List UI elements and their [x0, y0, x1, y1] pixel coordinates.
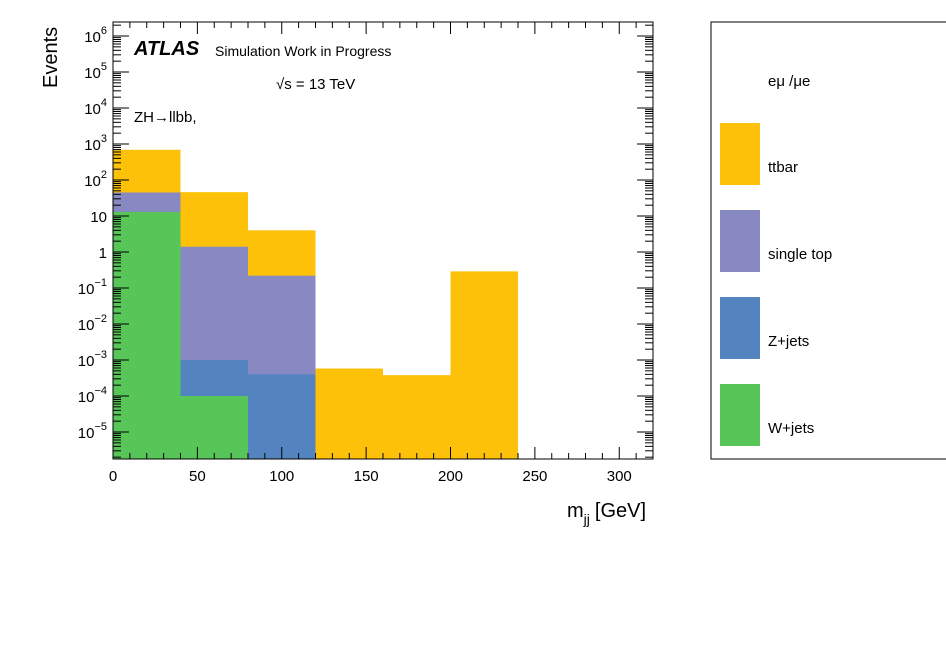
x-axis-label: mjj [GeV] — [567, 500, 646, 527]
y-tick-label: 103 — [84, 133, 107, 154]
y-tick-label: 106 — [84, 25, 107, 46]
x-tick-label: 0 — [109, 468, 117, 485]
x-tick-label: 250 — [522, 468, 547, 485]
bar-ttbar-bin-5 — [450, 271, 518, 459]
y-tick-label: 10−5 — [78, 421, 107, 442]
bar-w-jets-bin-0 — [113, 211, 181, 459]
y-tick-label: 1 — [99, 245, 107, 262]
legend-label-z-jets: Z+jets — [768, 333, 809, 350]
x-tick-label: 300 — [607, 468, 632, 485]
axes: 0 50 100 150 200 250 30010610510410310210110−1… — [78, 22, 654, 485]
legend-label-w-jets: W+jets — [768, 420, 814, 437]
y-tick-label: 102 — [84, 169, 107, 190]
x-tick-label: 50 — [189, 468, 206, 485]
bar-ttbar-bin-3 — [315, 368, 383, 459]
status-label: Simulation Work in Progress — [215, 43, 391, 59]
y-axis-label: Events — [40, 27, 62, 88]
x-tick-label: 100 — [269, 468, 294, 485]
legend: eμ /μe ttbar single top Z+jets W+jets — [710, 21, 946, 460]
y-tick-label: 10−1 — [78, 277, 107, 298]
legend-header: eμ /μe — [768, 73, 810, 90]
atlas-label: ATLAS — [133, 38, 200, 60]
bar-z-jets-bin-2 — [248, 374, 316, 459]
y-tick-label: 10−3 — [78, 349, 107, 370]
y-tick-label: 104 — [84, 97, 107, 118]
bar-ttbar-bin-4 — [383, 375, 451, 459]
legend-label-ttbar: ttbar — [768, 159, 798, 176]
energy-label: √s = 13 TeV — [276, 76, 355, 93]
histogram-bars — [113, 149, 518, 459]
x-tick-label: 150 — [354, 468, 379, 485]
legend-swatch-z-jets — [720, 297, 760, 359]
y-tick-label: 10−2 — [78, 313, 107, 334]
y-tick-label: 10−4 — [78, 385, 107, 406]
process-label: ZH→llbb, — [134, 109, 197, 126]
legend-swatch-single-top — [720, 210, 760, 272]
y-tick-label: 105 — [84, 61, 107, 82]
x-tick-label: 200 — [438, 468, 463, 485]
y-tick-label: 10 — [90, 209, 107, 226]
legend-swatch-w-jets — [720, 384, 760, 446]
bar-w-jets-bin-1 — [180, 396, 248, 459]
legend-swatch-ttbar — [720, 123, 760, 185]
legend-label-single-top: single top — [768, 246, 832, 263]
